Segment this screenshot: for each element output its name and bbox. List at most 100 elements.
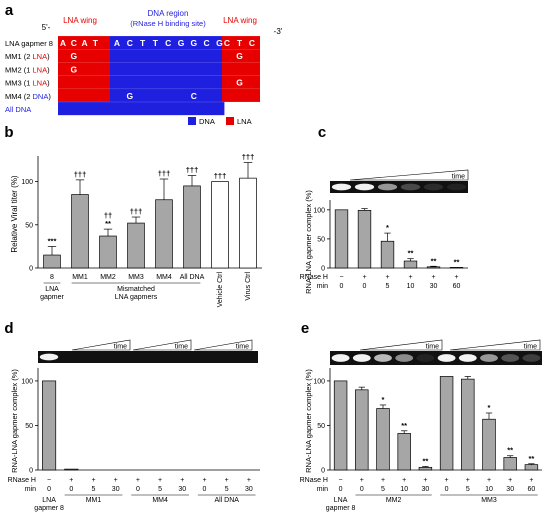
min-row-label: min: [25, 486, 36, 493]
five-prime-label: 5'-: [42, 23, 51, 32]
bar: [376, 408, 390, 471]
min-value: 10: [407, 283, 415, 290]
lna-wing-label-right: LNA wing: [223, 16, 257, 25]
lna-wing-right: [222, 36, 260, 102]
significance-mark: †††: [74, 170, 87, 179]
x-tick-label: MM4: [156, 274, 172, 281]
bar: [403, 260, 418, 269]
significance-mark: *: [386, 223, 389, 232]
gel-band: [374, 354, 392, 362]
gel-band: [377, 183, 398, 191]
rnase-h-value: +: [423, 477, 427, 484]
bar: [380, 240, 395, 269]
rnase-h-value: +: [529, 477, 533, 484]
sequence-letter: C: [224, 38, 230, 48]
sequence-letter: C: [71, 38, 77, 48]
sequence-letter: T: [93, 38, 99, 48]
group-label: gapmer 8: [326, 505, 356, 512]
y-tick-label: 50: [25, 423, 33, 430]
row-label: MM1 (2 LNA): [5, 52, 50, 61]
significance-mark: **: [454, 257, 460, 266]
rnase-h-value: +: [408, 274, 412, 281]
gel-band: [416, 354, 435, 362]
mutation-letter: G: [126, 91, 133, 101]
gel-band: [331, 183, 352, 191]
sequence-letter: A: [82, 38, 88, 48]
bar: [482, 418, 496, 471]
y-tick-label: 50: [25, 222, 33, 229]
group-label: MM2: [386, 497, 402, 504]
time-wedge: [193, 339, 253, 351]
min-value: 10: [400, 486, 408, 493]
panel-letter-a: a: [5, 2, 14, 19]
min-value: 30: [506, 486, 514, 493]
bar: [503, 457, 517, 471]
time-wedge: [349, 169, 469, 181]
row-label: MM3 (1 LNA): [5, 79, 50, 88]
bar: [355, 389, 369, 471]
rnase-h-value: +: [362, 274, 366, 281]
rnase-row-label: RNase H: [300, 477, 328, 484]
gel-band: [39, 353, 59, 361]
mutation-letter: G: [236, 51, 243, 61]
rnase-h-value: +: [136, 477, 140, 484]
bar: [418, 466, 433, 471]
panel-letter-e: e: [301, 320, 309, 337]
y-tick-label: 0: [29, 468, 33, 475]
significance-mark: †††: [214, 172, 227, 181]
significance-mark: †††: [158, 169, 171, 178]
bar: [397, 433, 411, 471]
legend-swatch: [226, 117, 234, 125]
time-wedge: [359, 339, 443, 351]
rnase-h-value: +: [487, 477, 491, 484]
significance-mark: †††: [242, 153, 255, 162]
y-tick-label: 50: [317, 236, 325, 243]
significance-mark: **: [422, 456, 428, 465]
gel-image-d: [38, 351, 258, 363]
dna-region-sub: (RNase H binding site): [130, 19, 206, 28]
sequence-letter: A: [114, 38, 120, 48]
significance-mark: **: [507, 446, 513, 455]
sequence-letter: C: [165, 38, 171, 48]
mutation-letter: C: [191, 91, 197, 101]
bar: [127, 222, 145, 269]
sequence-letter: A: [60, 38, 66, 48]
rnase-h-value: +: [445, 477, 449, 484]
significance-mark: †††: [186, 166, 199, 175]
rnase-h-value: +: [402, 477, 406, 484]
min-value: 0: [445, 486, 449, 493]
panel-letter-c: c: [318, 124, 326, 141]
significance-mark: **: [408, 249, 414, 258]
rnase-h-value: +: [431, 274, 435, 281]
group-label: LNA gapmers: [115, 294, 158, 301]
mutation-letter: G: [70, 51, 77, 61]
sequence-letter: C: [127, 38, 133, 48]
bar: [334, 209, 349, 269]
significance-mark: ***: [48, 236, 57, 245]
y-axis-label: RNA-LNA gapmer complex (%): [304, 369, 313, 473]
mutation-letter: G: [70, 64, 77, 74]
row-label-part: LNA: [33, 79, 48, 88]
bar: [449, 267, 464, 269]
group-label: LNA: [334, 497, 348, 504]
min-value: 5: [466, 486, 470, 493]
min-value: 60: [528, 486, 536, 493]
significance-mark: **: [431, 256, 437, 265]
rnase-h-value: +: [158, 477, 162, 484]
sequence-letter: T: [140, 38, 146, 48]
legend-label: LNA: [237, 117, 252, 126]
sequence-letter: G: [216, 38, 223, 48]
bar: [155, 199, 173, 269]
rnase-h-value: +: [114, 477, 118, 484]
row-label: LNA gapmer 8: [5, 39, 53, 48]
bar: [99, 235, 117, 269]
group-label: gapmer: [40, 294, 64, 301]
time-wedge-label: time: [175, 344, 188, 351]
three-prime-label: -3': [274, 27, 283, 36]
min-value: 0: [69, 486, 73, 493]
bar: [524, 464, 539, 471]
